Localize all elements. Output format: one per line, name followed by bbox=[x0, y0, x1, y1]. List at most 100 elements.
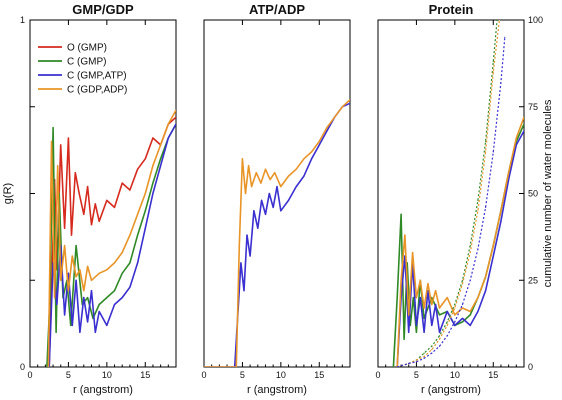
data-point bbox=[523, 130, 524, 132]
data-point bbox=[412, 251, 414, 254]
x-axis-label: r (angstrom) bbox=[73, 384, 133, 396]
data-point bbox=[498, 20, 500, 21]
data-point bbox=[431, 349, 433, 351]
data-point bbox=[255, 172, 257, 174]
y-right-tick-label: 25 bbox=[528, 275, 538, 285]
y-axis-label: g(R) bbox=[2, 183, 14, 204]
data-point bbox=[496, 20, 498, 21]
data-point bbox=[175, 123, 176, 125]
panel-title: Protein bbox=[429, 2, 474, 17]
panel-title: GMP/GDP bbox=[72, 2, 134, 17]
y-right-tick-label: 0 bbox=[528, 362, 533, 372]
data-point bbox=[83, 290, 85, 292]
data-point bbox=[240, 262, 242, 264]
data-point bbox=[235, 366, 237, 367]
data-point bbox=[461, 307, 464, 309]
data-point bbox=[400, 213, 402, 215]
data-point bbox=[469, 279, 471, 281]
data-point bbox=[113, 206, 116, 208]
panel-2: 0 5 10 15 ATP/ADP r (angstrom) bbox=[201, 2, 351, 396]
data-point bbox=[423, 307, 425, 309]
data-point bbox=[98, 272, 100, 274]
data-point bbox=[87, 265, 89, 267]
data-point bbox=[515, 137, 517, 139]
data-point bbox=[67, 272, 69, 274]
data-point bbox=[160, 144, 162, 146]
data-point bbox=[427, 283, 429, 285]
data-point bbox=[477, 297, 479, 299]
data-point bbox=[87, 186, 89, 188]
data-point bbox=[409, 324, 411, 326]
data-point bbox=[492, 255, 494, 257]
data-point bbox=[500, 81, 502, 84]
series-line-2 bbox=[204, 99, 350, 367]
x-tick-label: 15 bbox=[140, 370, 150, 380]
data-point bbox=[144, 227, 146, 229]
data-point bbox=[137, 168, 139, 170]
data-point bbox=[83, 297, 85, 299]
data-point bbox=[423, 357, 425, 359]
data-point bbox=[113, 303, 116, 306]
data-point bbox=[243, 290, 245, 292]
y-tick-label: 0 bbox=[20, 362, 25, 372]
x-axis-label: r (angstrom) bbox=[247, 384, 307, 396]
data-point bbox=[431, 297, 433, 299]
panel-title: ATP/ADP bbox=[249, 2, 305, 17]
data-point bbox=[500, 210, 502, 212]
data-point bbox=[90, 290, 93, 292]
series-line-2 bbox=[46, 123, 176, 367]
data-point bbox=[244, 192, 247, 195]
data-point bbox=[400, 279, 402, 281]
data-point bbox=[129, 234, 131, 236]
y-tick-label: 1 bbox=[20, 15, 25, 25]
series-group bbox=[392, 20, 524, 367]
data-point bbox=[446, 335, 448, 337]
data-point bbox=[175, 116, 176, 118]
data-point bbox=[113, 262, 116, 264]
data-point bbox=[446, 310, 448, 313]
x-tick-label: 0 bbox=[201, 370, 206, 380]
data-point bbox=[469, 310, 471, 313]
data-point bbox=[113, 290, 116, 292]
series-line-5 bbox=[397, 20, 500, 367]
data-point bbox=[144, 192, 146, 195]
data-point bbox=[152, 182, 154, 184]
data-point bbox=[349, 99, 350, 101]
data-point bbox=[461, 321, 464, 323]
data-point bbox=[326, 127, 328, 129]
legend-label: C (GMP) bbox=[67, 57, 106, 68]
data-point bbox=[274, 172, 276, 174]
data-point bbox=[75, 245, 77, 247]
data-point bbox=[454, 303, 456, 306]
data-point bbox=[106, 269, 108, 271]
data-point bbox=[287, 199, 290, 201]
data-point bbox=[121, 251, 123, 254]
plot-frame bbox=[203, 19, 351, 368]
panel-1: 0 5 10 15 0 1 GMP/GDP r (angstrom) g(R) O (GMP) C … bbox=[2, 2, 177, 396]
data-point bbox=[280, 210, 282, 212]
data-point bbox=[249, 255, 251, 257]
data-point bbox=[167, 137, 169, 139]
series-line-4 bbox=[47, 109, 176, 367]
x-tick-label: 10 bbox=[450, 370, 460, 380]
data-point bbox=[438, 335, 441, 337]
y-right-tick-label: 75 bbox=[528, 102, 538, 112]
data-point bbox=[435, 303, 437, 306]
data-point bbox=[56, 303, 58, 306]
y-right-tick-label: 50 bbox=[528, 189, 538, 199]
data-point bbox=[287, 175, 290, 177]
data-point bbox=[87, 297, 89, 299]
data-point bbox=[79, 269, 81, 271]
data-point bbox=[295, 186, 297, 188]
data-point bbox=[415, 331, 417, 333]
data-point bbox=[334, 116, 336, 118]
data-point bbox=[423, 356, 425, 358]
data-point bbox=[167, 123, 169, 125]
data-point bbox=[160, 165, 162, 167]
data-point bbox=[508, 179, 510, 181]
data-point bbox=[248, 165, 250, 167]
data-point bbox=[446, 321, 448, 323]
data-point bbox=[152, 137, 154, 139]
data-point bbox=[52, 127, 54, 129]
data-point bbox=[60, 144, 62, 146]
